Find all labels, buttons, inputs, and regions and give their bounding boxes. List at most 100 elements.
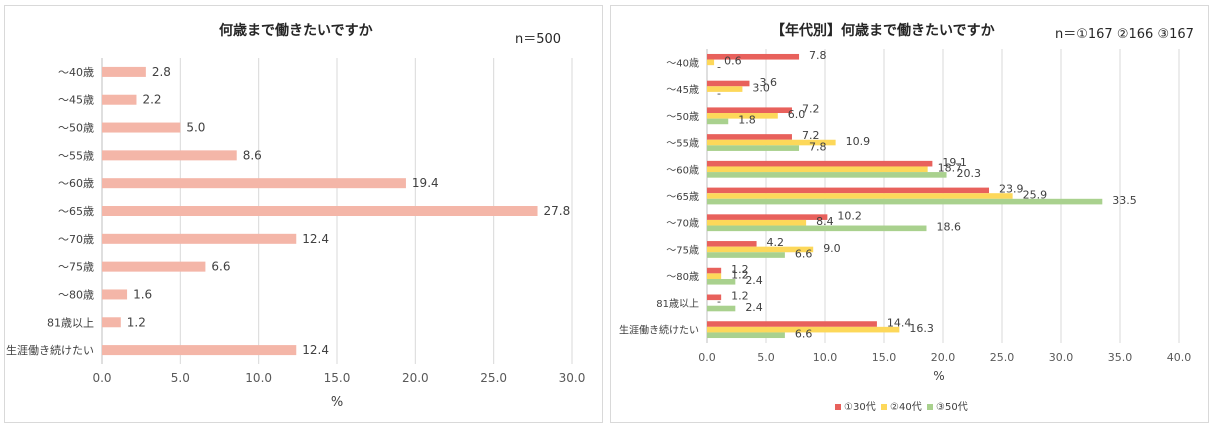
bar-2 [707, 326, 900, 333]
x-tick-label: 25.0 [990, 351, 1015, 364]
chart-panel-overall: 何歳まで働きたいですか n＝500 0.0 5.0 10.0 15.0 20.0 25.0… [4, 5, 603, 423]
bar-2 [707, 273, 722, 279]
category-label: ～40歳 [666, 57, 699, 69]
bar [102, 317, 121, 328]
data-label: 6.6 [795, 328, 813, 341]
category-label: ～65歳 [666, 191, 699, 203]
bar [102, 289, 128, 300]
x-tick-label: 35.0 [1108, 351, 1133, 364]
data-label: - [717, 295, 721, 308]
legend-label: ①30代 [844, 401, 876, 413]
category-label: 81歳以上 [656, 298, 699, 310]
category-label: ～40歳 [58, 66, 94, 79]
data-label: 27.8 [544, 204, 571, 218]
legend-label: ②40代 [890, 401, 922, 413]
data-label: 2.4 [745, 301, 763, 314]
category-label: ～80歳 [666, 271, 699, 283]
data-label: 10.9 [846, 135, 871, 148]
bar-2 [707, 166, 928, 173]
category-label: ～65歳 [58, 205, 94, 218]
x-axis-title: % [331, 395, 343, 410]
bar [102, 150, 237, 161]
x-tick-label: 25.0 [480, 371, 507, 385]
data-label: 6.6 [795, 247, 813, 260]
category-label: ～45歳 [666, 84, 699, 96]
bar-1 [707, 134, 792, 140]
category-label: ～75歳 [666, 244, 699, 256]
bar-1 [707, 187, 990, 194]
data-label: 5.0 [186, 121, 205, 135]
chart-title: 何歳まで働きたいですか [219, 23, 373, 39]
data-label: 1.2 [731, 263, 749, 276]
data-label: 3.0 [752, 81, 770, 94]
bar-2 [707, 113, 778, 119]
category-label: ～50歳 [58, 122, 94, 135]
sample-size-note: n＝①167 ②166 ③167 [1055, 27, 1194, 42]
legend-label: ③50代 [936, 401, 968, 413]
data-label: 18.6 [936, 221, 961, 234]
category-label: ～60歳 [58, 177, 94, 190]
bar [102, 94, 137, 105]
x-tick-label: 15.0 [324, 371, 351, 385]
bar-1 [707, 241, 757, 247]
legend-swatch [881, 404, 887, 410]
x-tick-label: 40.0 [1167, 351, 1192, 364]
data-label: 6.6 [211, 260, 230, 274]
bar [102, 66, 146, 77]
data-label: 1.2 [731, 268, 749, 281]
data-label: - [717, 60, 721, 73]
category-label: 生涯働き続けたい [6, 343, 94, 357]
data-label: 19.1 [942, 156, 967, 169]
data-label: 1.2 [127, 315, 146, 329]
x-tick-label: 0.0 [698, 351, 716, 364]
bar-3 [707, 145, 800, 151]
bar-1 [707, 214, 828, 220]
bar-1 [707, 80, 750, 87]
bar-3 [707, 305, 736, 312]
x-tick-label: 10.0 [813, 351, 838, 364]
legend-swatch [927, 404, 933, 410]
data-label: 8.6 [243, 148, 262, 162]
data-label: 6.0 [788, 108, 806, 121]
bar-chart-by-age: 0.0 5.0 10.0 15.0 20.0 25.0 30.0 35.0 40.0% ～40歳 7… [619, 49, 1192, 413]
data-label: 25.9 [1023, 188, 1048, 201]
data-label: 1.6 [133, 287, 152, 301]
bar-3 [707, 172, 947, 178]
x-tick-label: 0.0 [92, 371, 111, 385]
bar-1 [707, 267, 722, 274]
data-label: 19.4 [412, 176, 439, 190]
data-label: 20.3 [957, 167, 982, 180]
data-label: 12.4 [302, 232, 329, 246]
data-label: 2.4 [745, 274, 763, 287]
data-label: 2.2 [142, 93, 161, 107]
data-label: 12.4 [302, 343, 329, 357]
data-label: 7.8 [809, 49, 827, 62]
bar-2 [707, 246, 814, 253]
bar-1 [707, 160, 933, 167]
category-label: ～60歳 [666, 164, 699, 176]
category-label: ～75歳 [58, 261, 94, 274]
data-label: - [717, 87, 721, 100]
bar [102, 261, 206, 272]
category-label: ～80歳 [58, 288, 94, 301]
category-label: ～55歳 [58, 149, 94, 162]
x-tick-label: 15.0 [872, 351, 897, 364]
x-axis-title: % [933, 369, 944, 383]
bar-2 [707, 193, 1013, 199]
x-tick-label: 10.0 [245, 371, 272, 385]
data-label: 18.7 [938, 162, 963, 175]
data-label: 2.8 [152, 65, 171, 79]
category-label: ～45歳 [58, 94, 94, 107]
category-label: 生涯働き続けたい [619, 324, 699, 337]
sample-size-note: n＝500 [515, 32, 562, 47]
data-label: 33.5 [1112, 194, 1137, 207]
legend-swatch [835, 404, 841, 410]
chart-title: 【年代別】何歳まで働きたいですか [771, 23, 995, 39]
bar-3 [707, 332, 785, 339]
category-label: ～55歳 [666, 138, 699, 150]
bar-1 [707, 294, 722, 301]
x-tick-label: 5.0 [171, 371, 190, 385]
bar-2 [707, 86, 743, 92]
bar-3 [707, 225, 927, 232]
data-label: 1.8 [738, 114, 756, 127]
